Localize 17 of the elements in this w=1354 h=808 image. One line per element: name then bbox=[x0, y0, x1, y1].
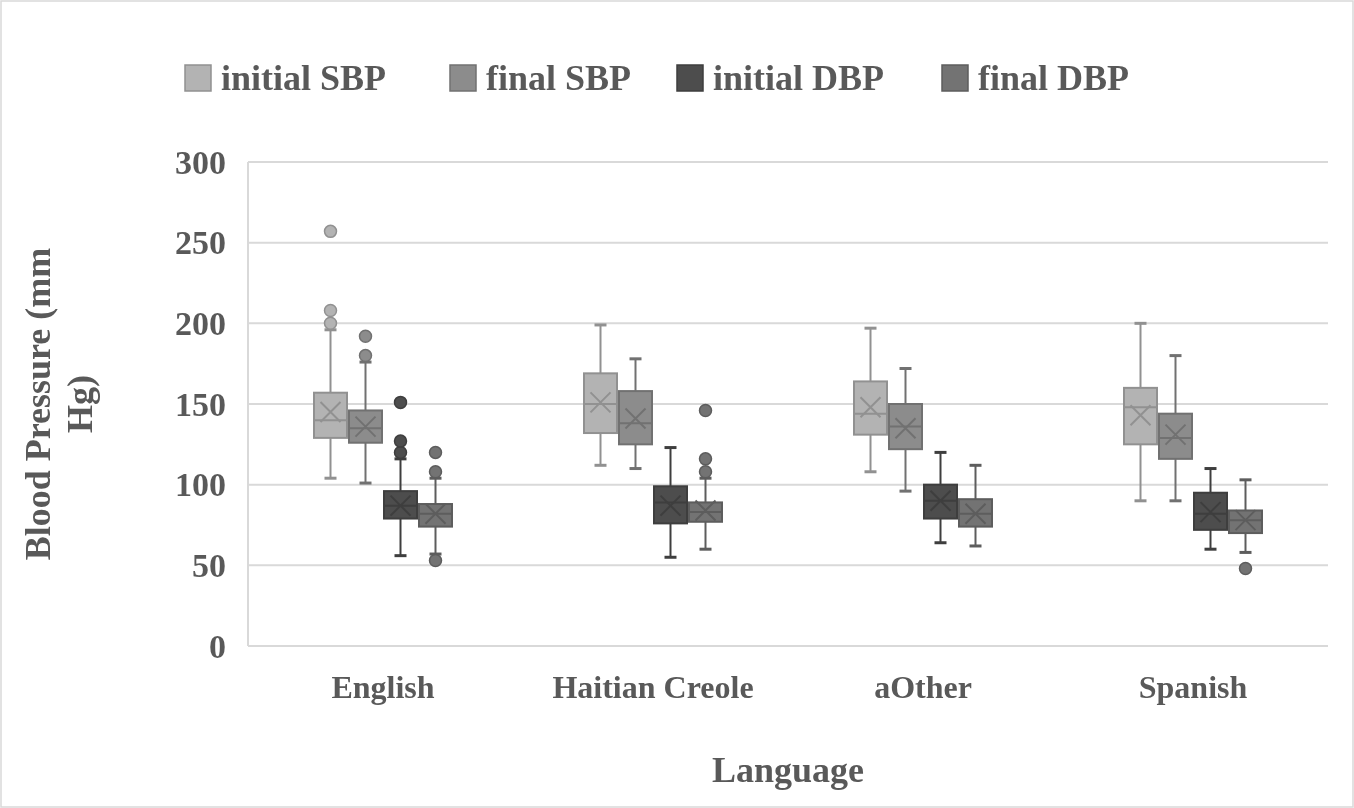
y-tick-label: 250 bbox=[175, 224, 226, 262]
legend-label: initial DBP bbox=[713, 58, 885, 98]
x-tick-label: Haitian Creole bbox=[552, 669, 754, 705]
y-tick-label: 0 bbox=[209, 627, 226, 665]
y-tick-label: 200 bbox=[175, 304, 226, 342]
y-tick-label: 100 bbox=[175, 466, 226, 504]
legend-label: initial SBP bbox=[221, 58, 387, 98]
y-axis-title: Blood Pressure (mm Hg) bbox=[18, 247, 100, 561]
x-axis-title: Language bbox=[711, 750, 865, 790]
legend-label: final SBP bbox=[486, 58, 632, 98]
x-tick-label: English bbox=[331, 669, 435, 705]
x-tick-label: Spanish bbox=[1138, 669, 1248, 705]
y-tick-label: 300 bbox=[175, 143, 226, 181]
legend-label: final DBP bbox=[978, 58, 1130, 98]
y-tick-label: 50 bbox=[192, 546, 226, 584]
y-tick-label: 150 bbox=[175, 385, 226, 423]
x-tick-label: aOther bbox=[874, 669, 972, 705]
